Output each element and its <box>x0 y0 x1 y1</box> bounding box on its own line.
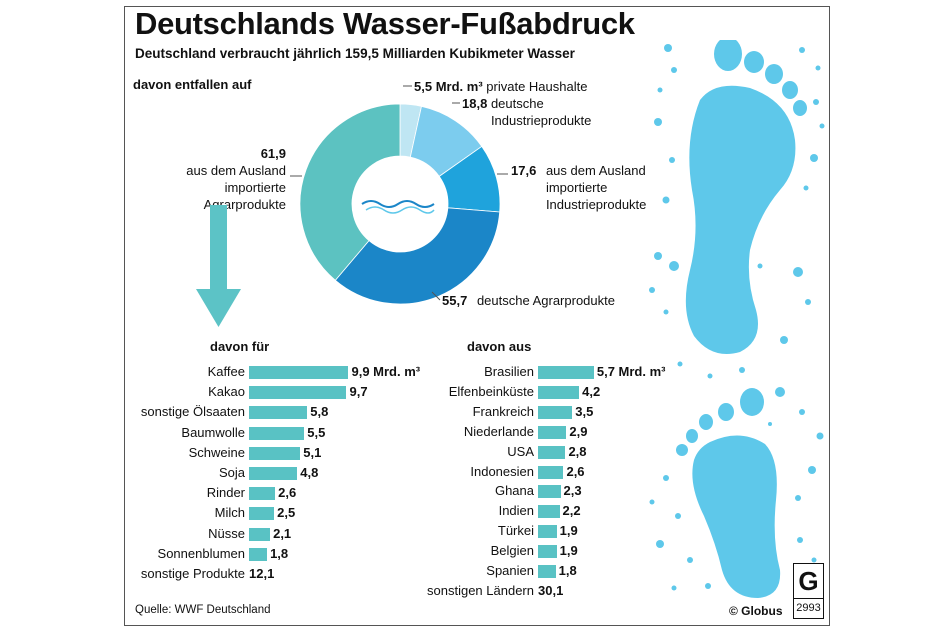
bar-category-label: Elfenbeinküste <box>448 383 534 399</box>
bar <box>249 386 347 400</box>
bar <box>249 366 349 379</box>
bar-category-label: Indonesien <box>470 463 534 479</box>
bar-value-label: 3,5 <box>575 403 594 419</box>
bar-category-label: Niederlande <box>463 423 534 439</box>
bar-value-label: 30,1 <box>538 582 564 598</box>
bar <box>249 467 298 480</box>
bar-value-label: 2,1 <box>273 525 292 541</box>
bar-category-label: Baumwolle <box>181 424 245 440</box>
footprint-upper-icon <box>685 40 807 354</box>
donut-label-agrar: 55,7 deutsche Agrarprodukte <box>442 293 615 308</box>
bar-category-label: USA <box>507 443 534 459</box>
bar <box>538 565 556 578</box>
bar-value-label: 2,8 <box>568 443 587 459</box>
bar <box>249 406 308 420</box>
bar <box>538 366 594 379</box>
donut-heading: davon entfallen auf <box>133 77 252 92</box>
bar-category-label: Belgien <box>490 543 534 559</box>
bar-category-label: Milch <box>214 505 245 521</box>
globus-logo: G 2993 <box>793 563 824 619</box>
bar-value-label: 5,5 <box>307 424 326 440</box>
bar-value-label: 2,3 <box>563 483 582 499</box>
chart-title: Deutschlands Wasser-Fußabdruck <box>135 6 635 41</box>
source-note: Quelle: WWF Deutschland <box>135 604 271 616</box>
bar <box>249 507 275 521</box>
bar <box>249 426 305 440</box>
bar-value-label: 5,1 <box>303 444 322 460</box>
water-wave-icon-lower <box>365 206 435 214</box>
bar <box>538 525 557 539</box>
bar-value-label: 4,8 <box>300 465 319 480</box>
bar-value-label: 2,6 <box>566 463 585 479</box>
bar-category-label: Kaffee <box>207 364 245 379</box>
bar <box>538 405 573 419</box>
bar-category-label: Soja <box>218 465 245 480</box>
bar-category-label: sonstige Ölsaaten <box>140 404 245 420</box>
bar-value-label: 12,1 <box>249 566 275 581</box>
bar <box>538 485 561 499</box>
bar <box>249 527 271 541</box>
donut-label-haushalte: 5,5 Mrd. m³ private Haushalte <box>414 79 588 94</box>
globus-logo-number: 2993 <box>796 602 821 614</box>
bar-category-label: Indien <box>498 503 534 519</box>
bar-chart-2-heading: davon aus <box>467 339 532 354</box>
bar-value-label: 2,2 <box>562 503 581 519</box>
bar-value-label: 9,7 <box>349 384 368 400</box>
bar-value-label: 1,9 <box>559 523 578 539</box>
bar-category-label: Sonnenblumen <box>157 545 245 561</box>
bar-value-label: 5,7 Mrd. m³ <box>596 364 666 379</box>
bar <box>249 547 268 561</box>
donut-label-industrie: 18,8 deutsche Industrieprodukte <box>462 96 592 128</box>
bar-category-label: Schweine <box>188 444 245 460</box>
bar-category-label: Spanien <box>486 563 534 578</box>
bar-category-label: Ghana <box>494 483 534 499</box>
bar-value-label: 1,9 <box>559 543 578 559</box>
bar-value-label: 2,5 <box>277 505 296 521</box>
bar-chart-1-heading: davon für <box>210 339 270 354</box>
bar <box>538 545 557 559</box>
bar <box>538 385 580 399</box>
bar-value-label: 1,8 <box>558 563 577 578</box>
bar <box>538 505 560 519</box>
chart-subtitle: Deutschland verbraucht jährlich 159,5 Mi… <box>135 46 575 61</box>
globus-logo-letter: G <box>794 564 823 599</box>
bar-value-label: 9,9 Mrd. m³ <box>351 364 421 379</box>
bar-category-label: Brasilien <box>484 364 534 379</box>
bar-value-label: 4,2 <box>582 383 601 399</box>
donut-label-import-industrie: 17,6 aus dem Ausland importierte Industr… <box>511 163 647 212</box>
donut-chart <box>300 104 500 304</box>
bar-category-label: Rinder <box>206 485 245 501</box>
bar <box>538 425 567 439</box>
bar <box>249 487 276 501</box>
bar <box>538 465 564 479</box>
bar-category-label: Türkei <box>497 523 534 539</box>
bar-category-label: sonstigen Ländern <box>427 582 534 598</box>
down-arrow-icon <box>196 205 241 327</box>
credit: © Globus <box>729 604 783 618</box>
bar <box>249 446 301 460</box>
bar-category-label: Frankreich <box>472 403 534 419</box>
water-wave-icon <box>361 200 435 208</box>
bar-category-label: sonstige Produkte <box>140 566 245 581</box>
footprint-illustration <box>649 40 825 598</box>
bar-category-label: Nüsse <box>208 525 245 541</box>
bar-value-label: 1,8 <box>270 545 289 561</box>
bar-value-label: 2,9 <box>569 423 588 439</box>
bar <box>538 445 566 459</box>
bar-value-label: 5,8 <box>310 404 329 420</box>
footprint-lower-icon <box>676 388 781 598</box>
bar-category-label: Kakao <box>208 384 245 400</box>
bar-value-label: 2,6 <box>278 485 297 501</box>
